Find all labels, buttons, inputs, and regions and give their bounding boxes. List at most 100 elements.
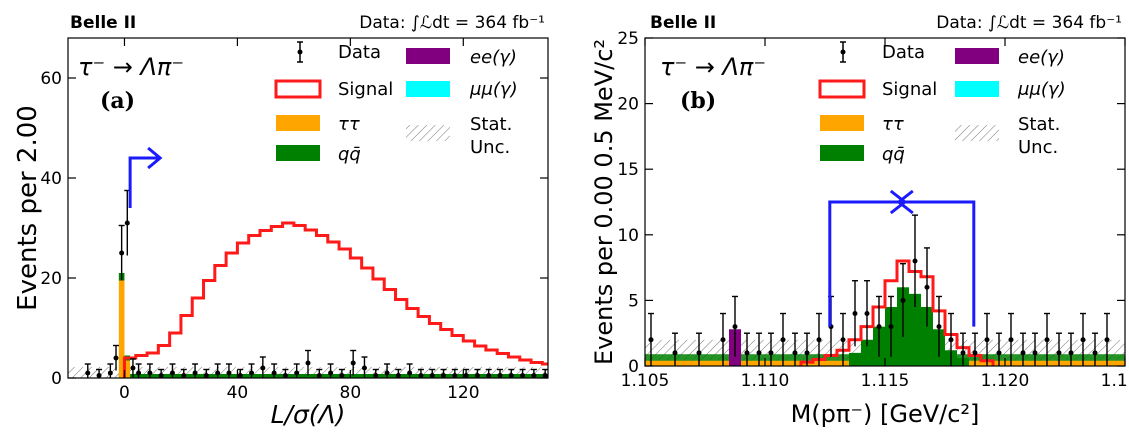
legend-a-stat-swatch <box>406 125 450 141</box>
panel-b-y-tick-label: 10 <box>617 226 639 246</box>
panel-b-cut-arrow <box>828 200 905 327</box>
panel-b-data-point <box>852 311 858 317</box>
panel-b-qqbar-bar <box>909 293 921 366</box>
panel-a-data-point <box>441 373 447 378</box>
panel-b-label: (b) <box>680 88 716 114</box>
panel-b-data-point <box>936 324 942 330</box>
panel-a-data-point <box>395 373 401 378</box>
panel-b-data-point <box>924 284 930 290</box>
legend-b-mumu-swatch <box>955 81 999 97</box>
panel-a-y-tick-label: 60 <box>40 69 62 89</box>
panel-b-y-tick-label: 20 <box>617 95 639 115</box>
panel-a-label: (a) <box>100 88 135 114</box>
panel-b-data-point <box>804 350 810 356</box>
panel-a-data-point <box>429 373 435 378</box>
legend-b-tautau-label: ττ <box>882 114 904 135</box>
legend-b-qqbar-swatch <box>820 145 864 161</box>
panel-a-data-point <box>508 373 514 378</box>
panel-b-data-point <box>816 337 822 343</box>
panel-b-data-point <box>696 350 702 356</box>
panel-a-data-point <box>237 373 243 378</box>
legend-a-stat-label-2: Unc. <box>470 137 510 158</box>
panel-a-data-point <box>542 373 548 378</box>
panel-a-legend: Data Signal ττ qq̄ ee(γ) μμ(γ) Stat. Unc… <box>274 41 518 165</box>
legend-a-mumu-swatch <box>406 81 450 97</box>
panel-a-data-point <box>497 373 503 378</box>
panel-a-cut-arrow <box>128 156 161 208</box>
legend-a-stat-label-1: Stat. <box>470 114 512 135</box>
panel-a-data-point <box>474 373 480 378</box>
panel-b-data-point <box>900 297 906 303</box>
panel-a-data-point <box>316 373 322 378</box>
panel-b-data-point <box>744 350 750 356</box>
panel-b-data-point <box>1008 337 1014 343</box>
panel-a-data-point <box>384 370 390 376</box>
panel-a-x-tick-label: 120 <box>447 383 479 403</box>
legend-b-stat-label-1: Stat. <box>1018 114 1060 135</box>
panel-a-data-point <box>260 365 266 371</box>
legend-a-qqbar-swatch <box>276 145 320 161</box>
panel-a: 0 20 40 60 0 40 80 120 Belle II Data: ∫ℒdt = 36… <box>13 13 549 429</box>
panel-a-data-point <box>328 370 334 376</box>
panel-a-data-point <box>282 373 288 378</box>
panel-b-qqbar-bar <box>921 306 933 366</box>
panel-b-data-point <box>792 350 798 356</box>
legend-b-tautau-swatch <box>820 115 864 131</box>
legend-a-ee-swatch <box>406 48 450 64</box>
panel-a-data-point <box>181 373 187 378</box>
legend-a-qqbar-label: qq̄ <box>338 144 361 165</box>
panel-a-data-point <box>124 220 130 226</box>
panel-a-qqbar-background <box>118 374 548 378</box>
panel-b-channel: τ⁻ → Λπ⁻ <box>660 53 766 81</box>
panel-a-frame <box>67 37 549 379</box>
panel-b-plot-area <box>645 189 1125 366</box>
panel-b-data-point <box>1032 350 1038 356</box>
panel-a-data-point <box>158 373 164 378</box>
panel-b-data-point <box>1044 337 1050 343</box>
legend-b-ee-swatch <box>955 48 999 64</box>
panel-b-experiment: Belle II <box>650 13 716 33</box>
panel-b-x-tick-label: 1.110 <box>741 371 790 391</box>
panel-b-data-point <box>972 350 978 356</box>
panel-a-data-point <box>361 365 367 371</box>
panel-a-data-point <box>531 373 537 378</box>
panel-a-plot-area <box>68 146 549 378</box>
panel-a-data-point <box>271 370 277 376</box>
legend-a-signal-label: Signal <box>338 79 393 100</box>
panel-b-data-point <box>732 324 738 330</box>
panel-a-data-point <box>130 365 136 371</box>
panel-a-signal-line <box>122 221 548 378</box>
panel-a-data-point <box>339 373 345 378</box>
panel-a-data-point <box>418 373 424 378</box>
panel-b-y-tick-label: 25 <box>617 29 639 49</box>
panel-b-data-point <box>948 337 954 343</box>
panel-b-data-point <box>1080 337 1086 343</box>
panel-a-data-point <box>350 360 356 366</box>
panel-a-data-point <box>113 355 119 361</box>
panel-a-y-tick-label: 0 <box>51 369 62 389</box>
panel-b-data-point <box>864 311 870 317</box>
panel-a-data-point <box>452 373 458 378</box>
panel-a-x-tick-label: 0 <box>119 383 130 403</box>
panel-b-y-axis-label: Events per 0.00 0.5 MeV/c² <box>590 39 618 365</box>
panel-b-data-point <box>768 350 774 356</box>
panel-a-tautau-bar <box>118 280 125 378</box>
legend-a-data-label: Data <box>338 42 381 63</box>
legend-b-signal-swatch <box>818 79 866 99</box>
legend-b-ee-label: ee(γ) <box>1018 47 1065 68</box>
legend-a-tautau-swatch <box>276 115 320 131</box>
panel-b: 0 5 10 15 20 25 1.105 1.110 1.115 1.120 1.125 Bell… <box>590 13 1129 428</box>
panel-b-data-point <box>888 324 894 330</box>
panel-b-data-point <box>780 337 786 343</box>
panel-b-data-point <box>720 337 726 343</box>
panel-a-data-point <box>107 370 113 376</box>
panel-b-data-point <box>960 350 966 356</box>
panel-b-data-point <box>1020 350 1026 356</box>
panel-a-data-point <box>96 373 102 378</box>
panel-b-qqbar-bar <box>861 339 873 366</box>
panel-b-qqbar-bar <box>849 352 861 366</box>
legend-b-signal-label: Signal <box>882 79 937 100</box>
panel-a-lumi: Data: ∫ℒdt = 364 fb⁻¹ <box>359 13 545 33</box>
panel-b-x-tick-label: 1.115 <box>861 371 910 391</box>
